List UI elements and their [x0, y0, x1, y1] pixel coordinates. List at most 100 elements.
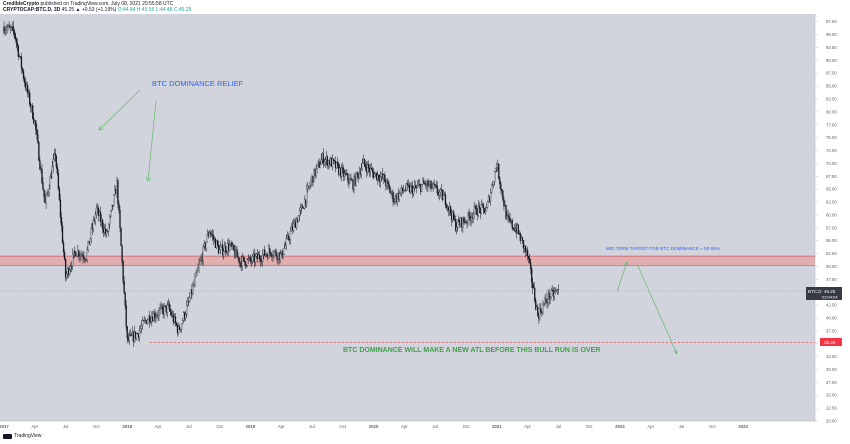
candle-body [16, 42, 18, 47]
candle-body [400, 187, 402, 193]
candle-body [547, 292, 549, 303]
candle-body [325, 156, 327, 160]
candle-body [271, 254, 273, 257]
candle-body [60, 216, 63, 226]
candle-body [219, 246, 222, 250]
candle-body [308, 186, 310, 187]
last-price-tag-bg [806, 287, 842, 300]
candle-body [214, 238, 217, 248]
candle-body [117, 180, 119, 205]
candle-body [129, 334, 131, 336]
price-tick-label: 75.00 [826, 135, 837, 140]
candle-body [438, 192, 440, 196]
candle-body [390, 192, 392, 194]
candle-body [451, 211, 454, 221]
candle-body [240, 261, 242, 267]
atl-annotation[interactable]: BTC DOMINANCE WILL MAKE A NEW ATL BEFORE… [343, 347, 600, 354]
candle-body [131, 332, 133, 336]
candle-body [528, 258, 531, 263]
candle-body [222, 244, 224, 255]
candle-body [379, 179, 381, 182]
candle-body [413, 185, 416, 189]
symbol-name[interactable]: CRYPTOCAP:BTC.D, 3D [3, 7, 61, 13]
price-axis-background[interactable] [815, 14, 850, 421]
publish-date: published on TradingView.com, July 08, 2… [40, 1, 174, 7]
candle-body [471, 217, 473, 219]
tradingview-watermark[interactable]: TradingView [3, 433, 42, 439]
candle-body [45, 194, 47, 204]
candle-body [29, 92, 31, 105]
candle-body [122, 261, 124, 282]
candle-body [485, 207, 488, 212]
candle-body [41, 168, 43, 184]
candle-body [9, 26, 11, 29]
candle-body [434, 184, 436, 186]
candle-body [477, 205, 479, 216]
candle-body [378, 174, 380, 180]
price-tick-label: 22.50 [826, 406, 837, 411]
candle-body [137, 333, 140, 338]
candle-body [250, 260, 253, 262]
candle-body [205, 241, 207, 249]
target-annotation[interactable]: MID TERM TARGET FOR BTC DOMINANCE = 50-5… [606, 246, 720, 251]
candle-body [56, 166, 59, 174]
candle-body [489, 192, 492, 202]
candle-body [338, 164, 340, 175]
relief-annotation[interactable]: BTC DOMINANCE RELIEF [152, 79, 244, 88]
candle-body [21, 67, 24, 72]
candle-body [442, 195, 445, 200]
candle-body [237, 256, 239, 258]
candle-body [191, 289, 193, 295]
candle-body [446, 206, 449, 208]
candle-body [335, 162, 338, 169]
candle-body [216, 240, 219, 246]
candle-body [511, 220, 513, 228]
candle-body [449, 206, 452, 214]
candle-body [432, 183, 434, 188]
candle-body [36, 129, 38, 135]
candle-body [70, 266, 72, 270]
relief-arrow-line-1 [98, 89, 141, 131]
candle-body [425, 183, 427, 187]
time-tick-label: 2021 [492, 424, 502, 429]
candle-body [327, 160, 330, 167]
candle-body [328, 160, 331, 165]
candle-body [486, 201, 489, 208]
candle-body [160, 305, 162, 309]
candle-body [4, 30, 6, 33]
candle-body [212, 235, 215, 240]
candle-body [436, 185, 438, 194]
candle-body [280, 250, 282, 254]
candle-body [475, 206, 477, 215]
candle-body [27, 92, 30, 94]
ohlc-values: O:44.84 H:45.56 L:44.48 C:45.25 [117, 7, 192, 13]
candle-body [443, 194, 446, 196]
time-tick-label: 2020 [369, 424, 379, 429]
price-tick-label: 27.50 [826, 380, 837, 385]
time-tick-label: Apr [401, 424, 408, 429]
candle-body [329, 158, 332, 165]
price-tick-label: 85.00 [826, 84, 837, 89]
candle-body [62, 242, 65, 253]
candle-body [275, 250, 277, 256]
candle-body [289, 231, 292, 240]
candle-body [550, 289, 552, 298]
chart-plot-area[interactable] [0, 14, 815, 421]
candle-body [103, 228, 106, 233]
price-tick-label: 55.00 [826, 238, 837, 243]
candle-body [458, 219, 460, 222]
time-tick-label: Apr [524, 424, 531, 429]
candle-body [384, 174, 386, 183]
time-axis-background[interactable] [0, 421, 850, 444]
candle-body [330, 158, 333, 167]
candle-body [362, 158, 364, 164]
candle-body [194, 277, 196, 285]
candle-body [208, 232, 210, 237]
candle-body [139, 328, 142, 331]
price-tick-label: 82.50 [826, 97, 837, 102]
candle-body [294, 221, 297, 228]
author-name[interactable]: CredibleCrypto [3, 1, 40, 7]
candle-body [114, 189, 116, 196]
last-price-countdown: 03:04:04 [822, 295, 838, 300]
